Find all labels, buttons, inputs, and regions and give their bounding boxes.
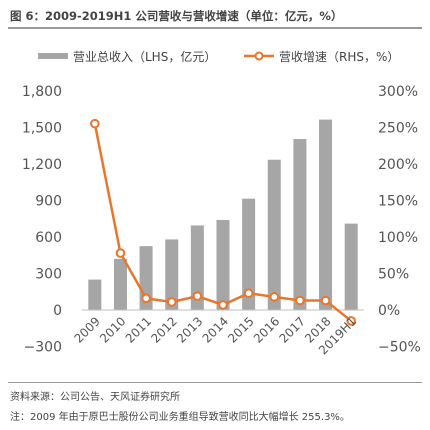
growth-point-2009 [90, 118, 100, 129]
right-axis-tick-label: −50% [378, 340, 421, 356]
left-axis-tick-label: 600 [35, 230, 62, 246]
bar-revenue-2009 [88, 279, 102, 310]
x-tick-label: 2012 [148, 314, 179, 345]
footnote: 注：2009 年由于原巴士股份公司业务重组导致营收同比大幅增长 255.3%。 [10, 412, 350, 423]
growth-point-2014 [218, 300, 228, 310]
growth-point-2012 [166, 297, 177, 307]
bar-revenue-2018 [319, 119, 333, 310]
bar-revenue-2019H1 [344, 223, 358, 310]
figure-title: 图 6：2009-2019H1 公司营收与营收增速（单位：亿元，%） [10, 9, 343, 23]
right-axis-tick-label: 150% [378, 194, 418, 210]
growth-point-2011 [141, 293, 151, 304]
left-axis-tick-label: 1,800 [22, 84, 62, 100]
left-axis-tick-label: 300 [35, 267, 62, 283]
growth-point-2013 [192, 291, 203, 301]
left-axis-tick-label: 1,500 [22, 121, 62, 137]
bar-revenue-2014 [216, 219, 230, 310]
right-axis-tick-label: 100% [378, 230, 418, 246]
right-axis-tick-label: 50% [378, 267, 409, 283]
left-axis-tick-label: 1,200 [22, 157, 62, 173]
growth-point-2017 [295, 295, 305, 306]
x-tick-label: 2016 [251, 314, 282, 345]
x-tick-label: 2014 [200, 314, 231, 345]
bar-revenue-2012 [165, 239, 179, 310]
x-tick-label: 2017 [277, 314, 308, 345]
x-tick-label: 2015 [225, 314, 256, 345]
source-note: 资料来源：公司公告、天风证券研究所 [10, 392, 180, 403]
bar-revenue-2017 [293, 139, 307, 310]
bar-revenue-2013 [190, 225, 204, 310]
x-tick-label: 2011 [123, 314, 154, 345]
growth-point-2018 [320, 295, 331, 306]
x-tick-label: 2013 [174, 314, 205, 345]
growth-point-2016 [269, 292, 280, 302]
title-rule [8, 27, 422, 29]
bar-revenue-2015 [242, 198, 256, 310]
growth-point-2019H1 [346, 316, 356, 326]
legend-marker-growth [254, 51, 264, 61]
revenue-chart: 营业总收入（LHS，亿元） 营收增速（RHS，%） −300 0 300 600 900 1,… [22, 49, 421, 357]
right-axis-tick-label: 250% [378, 121, 418, 137]
growth-point-2010 [115, 248, 126, 258]
left-axis-tick-label: 900 [35, 194, 62, 210]
legend-label-revenue: 营业总收入（LHS，亿元） [73, 49, 216, 64]
x-tick-label: 2010 [97, 314, 128, 345]
growth-point-2015 [243, 288, 254, 299]
bottom-rule [8, 382, 422, 383]
right-axis-tick-label: 300% [378, 84, 418, 100]
right-axis-tick-label: 200% [378, 157, 418, 173]
legend-swatch-revenue [38, 53, 68, 59]
right-axis-tick-label: 0% [378, 303, 400, 319]
x-tick-label: 2009 [71, 314, 102, 345]
bar-revenue-2010 [113, 258, 127, 310]
legend-label-growth: 营收增速（RHS，%） [279, 50, 399, 64]
bar-revenue-2016 [267, 159, 281, 310]
left-axis-tick-label: −300 [24, 340, 62, 356]
left-axis-tick-label: 0 [53, 303, 62, 319]
